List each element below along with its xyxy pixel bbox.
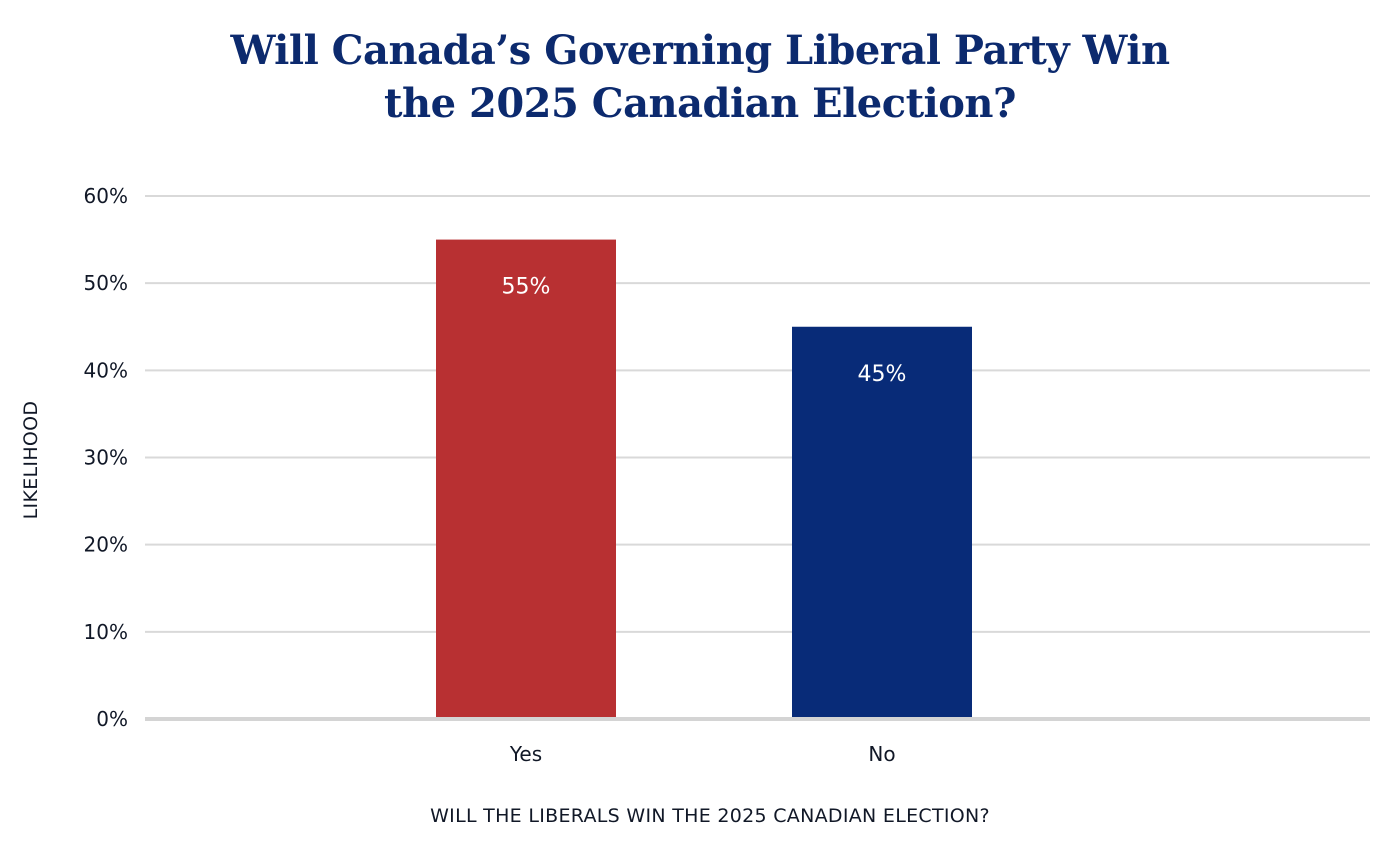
x-axis-title: WILL THE LIBERALS WIN THE 2025 CANADIAN … — [430, 805, 990, 827]
y-tick-label: 40% — [84, 358, 128, 382]
y-tick-label: 20% — [84, 533, 128, 557]
chart-title: Will Canada’s Governing Liberal Party Wi… — [0, 24, 1400, 130]
y-axis-title: LIKELIHOOD — [20, 401, 42, 520]
x-axis-ticks: Yes No — [509, 742, 896, 766]
y-tick-label: 0% — [96, 707, 128, 731]
y-tick-label: 60% — [84, 184, 128, 208]
y-tick-label: 30% — [84, 446, 128, 470]
x-tick-label-no: No — [868, 742, 895, 766]
y-tick-label: 10% — [84, 620, 128, 644]
data-label-yes: 55% — [502, 275, 551, 300]
gridlines — [145, 195, 1370, 633]
chart-title-line-2: the 2025 Canadian Election? — [384, 80, 1016, 127]
bar-no — [792, 326, 972, 719]
chart-title-line-1: Will Canada’s Governing Liberal Party Wi… — [230, 27, 1170, 74]
bar-yes — [436, 239, 616, 720]
y-axis-ticks: 0% 10% 20% 30% 40% 50% 60% — [84, 184, 128, 731]
data-label-no: 45% — [858, 362, 907, 387]
x-tick-label-yes: Yes — [509, 742, 542, 766]
bars — [436, 239, 972, 720]
y-tick-label: 50% — [84, 271, 128, 295]
data-labels: 55% 45% — [502, 275, 907, 387]
